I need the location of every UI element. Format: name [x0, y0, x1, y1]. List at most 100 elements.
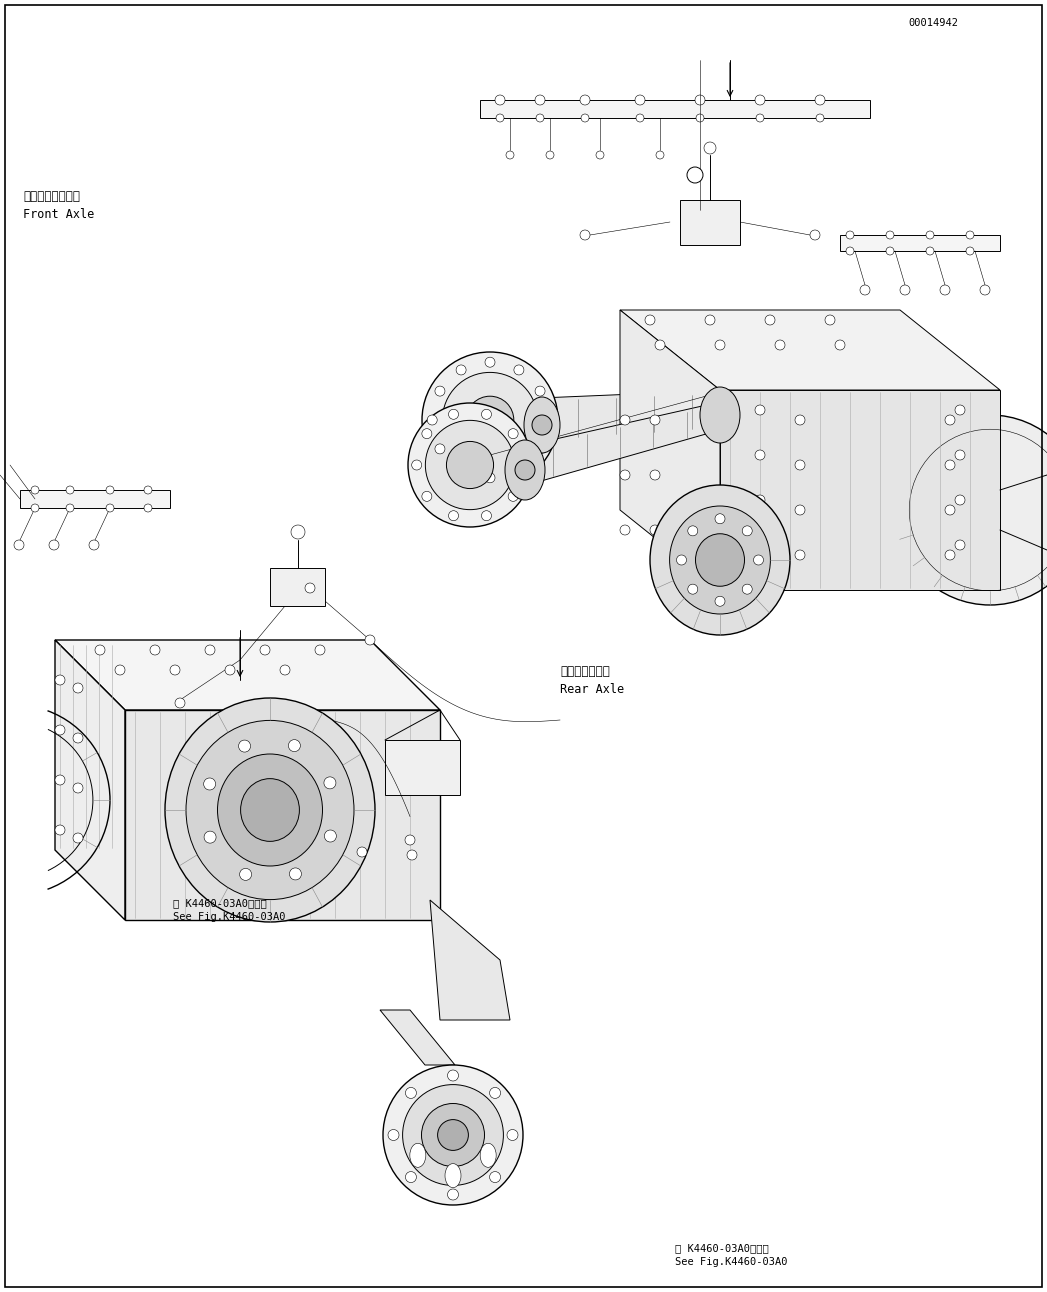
Ellipse shape — [447, 1189, 459, 1200]
Ellipse shape — [405, 1172, 417, 1182]
Ellipse shape — [407, 850, 417, 860]
Ellipse shape — [535, 96, 545, 105]
Ellipse shape — [106, 486, 114, 494]
Ellipse shape — [518, 460, 529, 470]
Ellipse shape — [445, 1164, 461, 1187]
Text: リヤーアクスル
Rear Axle: リヤーアクスル Rear Axle — [560, 665, 624, 696]
Ellipse shape — [542, 415, 553, 425]
Ellipse shape — [447, 1070, 459, 1081]
Ellipse shape — [55, 826, 65, 835]
Ellipse shape — [508, 491, 518, 501]
Ellipse shape — [14, 540, 24, 550]
Ellipse shape — [403, 1084, 504, 1185]
Ellipse shape — [73, 683, 83, 693]
Ellipse shape — [580, 230, 591, 240]
Ellipse shape — [860, 286, 870, 295]
Ellipse shape — [186, 721, 354, 899]
Polygon shape — [385, 740, 460, 795]
Ellipse shape — [305, 583, 315, 593]
Ellipse shape — [620, 415, 630, 425]
Ellipse shape — [405, 835, 415, 845]
Ellipse shape — [66, 504, 74, 512]
Ellipse shape — [536, 114, 544, 121]
Ellipse shape — [688, 526, 697, 536]
Text: 第 K4460-03A0図参照
See Fig.K4460-03A0: 第 K4460-03A0図参照 See Fig.K4460-03A0 — [675, 1243, 787, 1267]
Ellipse shape — [846, 247, 854, 255]
Ellipse shape — [144, 504, 152, 512]
Ellipse shape — [448, 410, 459, 420]
Ellipse shape — [596, 151, 604, 159]
Text: フロントアクスル
Front Axle: フロントアクスル Front Axle — [23, 190, 94, 221]
Ellipse shape — [204, 831, 216, 844]
Ellipse shape — [676, 556, 687, 565]
Ellipse shape — [150, 645, 160, 655]
Ellipse shape — [425, 420, 515, 509]
Ellipse shape — [507, 1129, 518, 1141]
Ellipse shape — [756, 114, 764, 121]
Ellipse shape — [704, 142, 716, 154]
Ellipse shape — [443, 372, 537, 468]
Ellipse shape — [388, 1129, 399, 1141]
Ellipse shape — [886, 231, 894, 239]
Ellipse shape — [482, 510, 491, 521]
Ellipse shape — [755, 404, 765, 415]
Polygon shape — [270, 568, 325, 606]
Ellipse shape — [755, 495, 765, 505]
Ellipse shape — [405, 1088, 417, 1098]
Ellipse shape — [456, 364, 466, 375]
Ellipse shape — [825, 315, 836, 326]
Ellipse shape — [705, 315, 715, 326]
Ellipse shape — [289, 868, 302, 880]
Ellipse shape — [670, 506, 771, 614]
Ellipse shape — [89, 540, 99, 550]
Ellipse shape — [422, 351, 558, 488]
Ellipse shape — [485, 473, 495, 483]
Ellipse shape — [795, 550, 805, 559]
Ellipse shape — [481, 1143, 496, 1167]
Ellipse shape — [165, 698, 375, 922]
Ellipse shape — [755, 450, 765, 460]
Ellipse shape — [545, 151, 554, 159]
Ellipse shape — [524, 397, 560, 453]
Ellipse shape — [620, 525, 630, 535]
Polygon shape — [520, 402, 720, 487]
Ellipse shape — [325, 829, 336, 842]
Text: 00014942: 00014942 — [909, 18, 959, 28]
Ellipse shape — [514, 364, 524, 375]
Ellipse shape — [580, 96, 591, 105]
Ellipse shape — [505, 441, 545, 500]
Ellipse shape — [742, 584, 752, 594]
Ellipse shape — [940, 286, 950, 295]
Ellipse shape — [490, 1172, 500, 1182]
Ellipse shape — [966, 247, 974, 255]
Ellipse shape — [427, 415, 438, 425]
Ellipse shape — [687, 167, 703, 183]
Ellipse shape — [900, 286, 910, 295]
Ellipse shape — [240, 868, 251, 880]
Ellipse shape — [383, 1065, 524, 1205]
Ellipse shape — [634, 96, 645, 105]
Ellipse shape — [239, 740, 250, 752]
Ellipse shape — [55, 775, 65, 786]
Ellipse shape — [636, 114, 644, 121]
Ellipse shape — [535, 444, 545, 453]
Ellipse shape — [144, 486, 152, 494]
Ellipse shape — [496, 114, 504, 121]
Ellipse shape — [175, 698, 185, 708]
Ellipse shape — [115, 665, 125, 674]
Ellipse shape — [688, 584, 697, 594]
Ellipse shape — [357, 848, 367, 857]
Ellipse shape — [945, 550, 955, 559]
Ellipse shape — [515, 460, 535, 481]
Ellipse shape — [448, 510, 459, 521]
Ellipse shape — [715, 514, 725, 523]
Ellipse shape — [966, 231, 974, 239]
Polygon shape — [720, 390, 1000, 590]
Ellipse shape — [765, 315, 775, 326]
Ellipse shape — [795, 460, 805, 470]
Ellipse shape — [466, 397, 514, 443]
Ellipse shape — [955, 450, 965, 460]
Ellipse shape — [836, 340, 845, 350]
Ellipse shape — [288, 739, 300, 752]
Ellipse shape — [31, 504, 39, 512]
